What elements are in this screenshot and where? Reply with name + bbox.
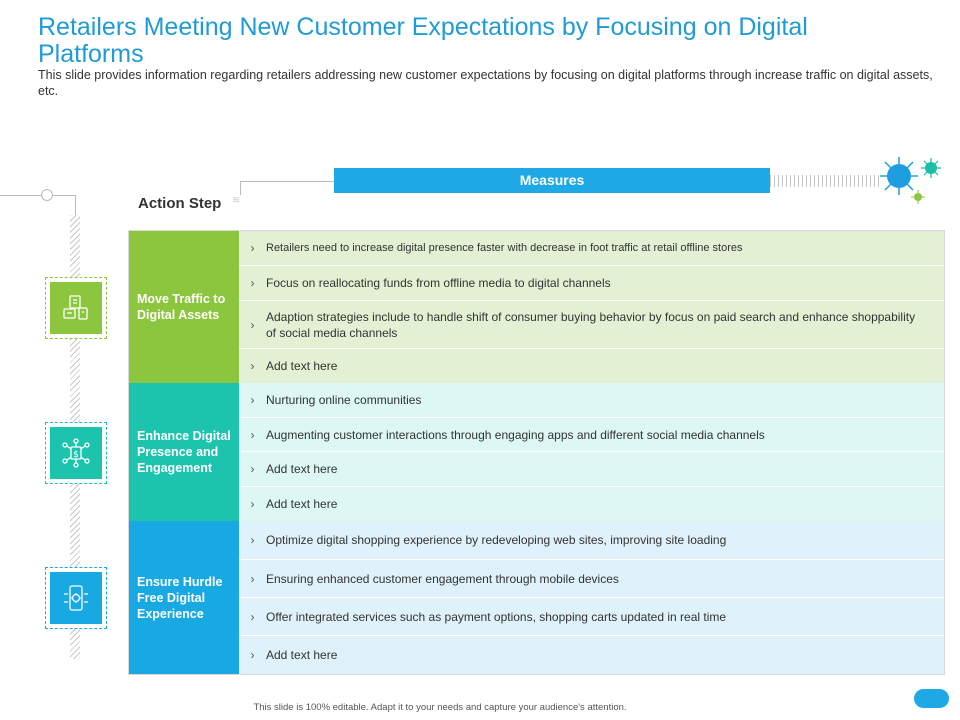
icon-frame-mobile-settings (45, 567, 107, 629)
timeline-connector (53, 195, 75, 196)
chevron-right-icon: › (250, 571, 255, 586)
tick-decoration (770, 175, 882, 187)
svg-text:$: $ (73, 450, 79, 460)
mobile-settings-icon (50, 572, 102, 624)
page-title: Retailers Meeting New Customer Expectati… (38, 13, 808, 68)
chevron-right-icon: › (250, 609, 255, 624)
group-label: Move Traffic to Digital Assets (129, 231, 239, 383)
list-item: › Add text here (239, 349, 944, 383)
list-item-text: Add text here (266, 497, 338, 511)
list-item-text: Add text here (266, 359, 338, 373)
footer-note: This slide is 100% editable. Adapt it to… (0, 702, 960, 713)
group-label: Enhance Digital Presence and Engagement (129, 383, 239, 521)
group-label: Ensure Hurdle Free Digital Experience (129, 521, 239, 674)
list-item-text: Nurturing online communities (266, 393, 422, 407)
chevron-right-icon: › (250, 427, 255, 442)
list-item: › Add text here (239, 452, 944, 487)
footer-text: This slide is 100% editable. Adapt it to… (253, 702, 627, 713)
list-item-text: Retailers need to increase digital prese… (266, 242, 743, 254)
list-item-text: Add text here (266, 462, 338, 476)
action-step-label: Action Step (138, 195, 222, 212)
measures-table: Move Traffic to Digital Assets › Retaile… (128, 230, 945, 675)
measures-header: Measures (334, 168, 770, 193)
squiggle-decoration: ≋ (232, 195, 241, 206)
virus-teal-icon (921, 158, 941, 178)
list-item: › Add text here (239, 487, 944, 521)
list-item: › Retailers need to increase digital pre… (239, 231, 944, 266)
group-hurdle-free: Ensure Hurdle Free Digital Experience › … (129, 521, 944, 674)
list-item-text: Optimize digital shopping experience by … (266, 533, 727, 547)
chevron-right-icon: › (250, 648, 255, 662)
list-item-text: Adaption strategies include to handle sh… (266, 309, 916, 340)
timeline-connector-vertical (75, 195, 76, 215)
slide-pill-button[interactable] (914, 689, 949, 708)
list-item: › Offer integrated services such as paym… (239, 598, 944, 636)
dollar-network-icon: $ (50, 427, 102, 479)
chevron-right-icon: › (250, 533, 255, 547)
timeline-line (0, 195, 42, 196)
page-subtitle: This slide provides information regardin… (38, 68, 933, 98)
chevron-right-icon: › (250, 276, 255, 290)
group-enhance-digital: Enhance Digital Presence and Engagement … (129, 383, 944, 521)
group-rows: › Nurturing online communities › Augment… (239, 383, 944, 521)
list-item: › Optimize digital shopping experience b… (239, 521, 944, 560)
list-item-text: Add text here (266, 648, 338, 662)
measures-connector-vertical (240, 181, 241, 195)
chevron-right-icon: › (250, 497, 255, 511)
chevron-right-icon: › (250, 393, 255, 407)
virus-green-icon (911, 190, 925, 204)
list-item: › Augmenting customer interactions throu… (239, 418, 944, 452)
chevron-right-icon: › (250, 317, 255, 332)
list-item: › Focus on reallocating funds from offli… (239, 266, 944, 301)
list-item: › Ensuring enhanced customer engagement … (239, 560, 944, 598)
icon-frame-dollar-network: $ (45, 422, 107, 484)
chevron-right-icon: › (250, 359, 255, 373)
icon-frame-digital-assets (45, 277, 107, 339)
chevron-right-icon: › (250, 462, 255, 476)
list-item-text: Augmenting customer interactions through… (266, 427, 765, 442)
list-item-text: Ensuring enhanced customer engagement th… (266, 571, 619, 586)
digital-assets-icon (50, 282, 102, 334)
virus-blue-icon (880, 157, 918, 195)
chevron-right-icon: › (250, 241, 255, 255)
group-move-traffic: Move Traffic to Digital Assets › Retaile… (129, 231, 944, 383)
list-item: › Add text here (239, 636, 944, 674)
timeline-node (41, 189, 53, 201)
list-item-text: Offer integrated services such as paymen… (266, 609, 727, 624)
group-rows: › Retailers need to increase digital pre… (239, 231, 944, 383)
list-item: › Nurturing online communities (239, 383, 944, 418)
list-item-text: Focus on reallocating funds from offline… (266, 276, 611, 290)
measures-connector (240, 181, 334, 182)
list-item: › Adaption strategies include to handle … (239, 301, 944, 349)
group-rows: › Optimize digital shopping experience b… (239, 521, 944, 674)
